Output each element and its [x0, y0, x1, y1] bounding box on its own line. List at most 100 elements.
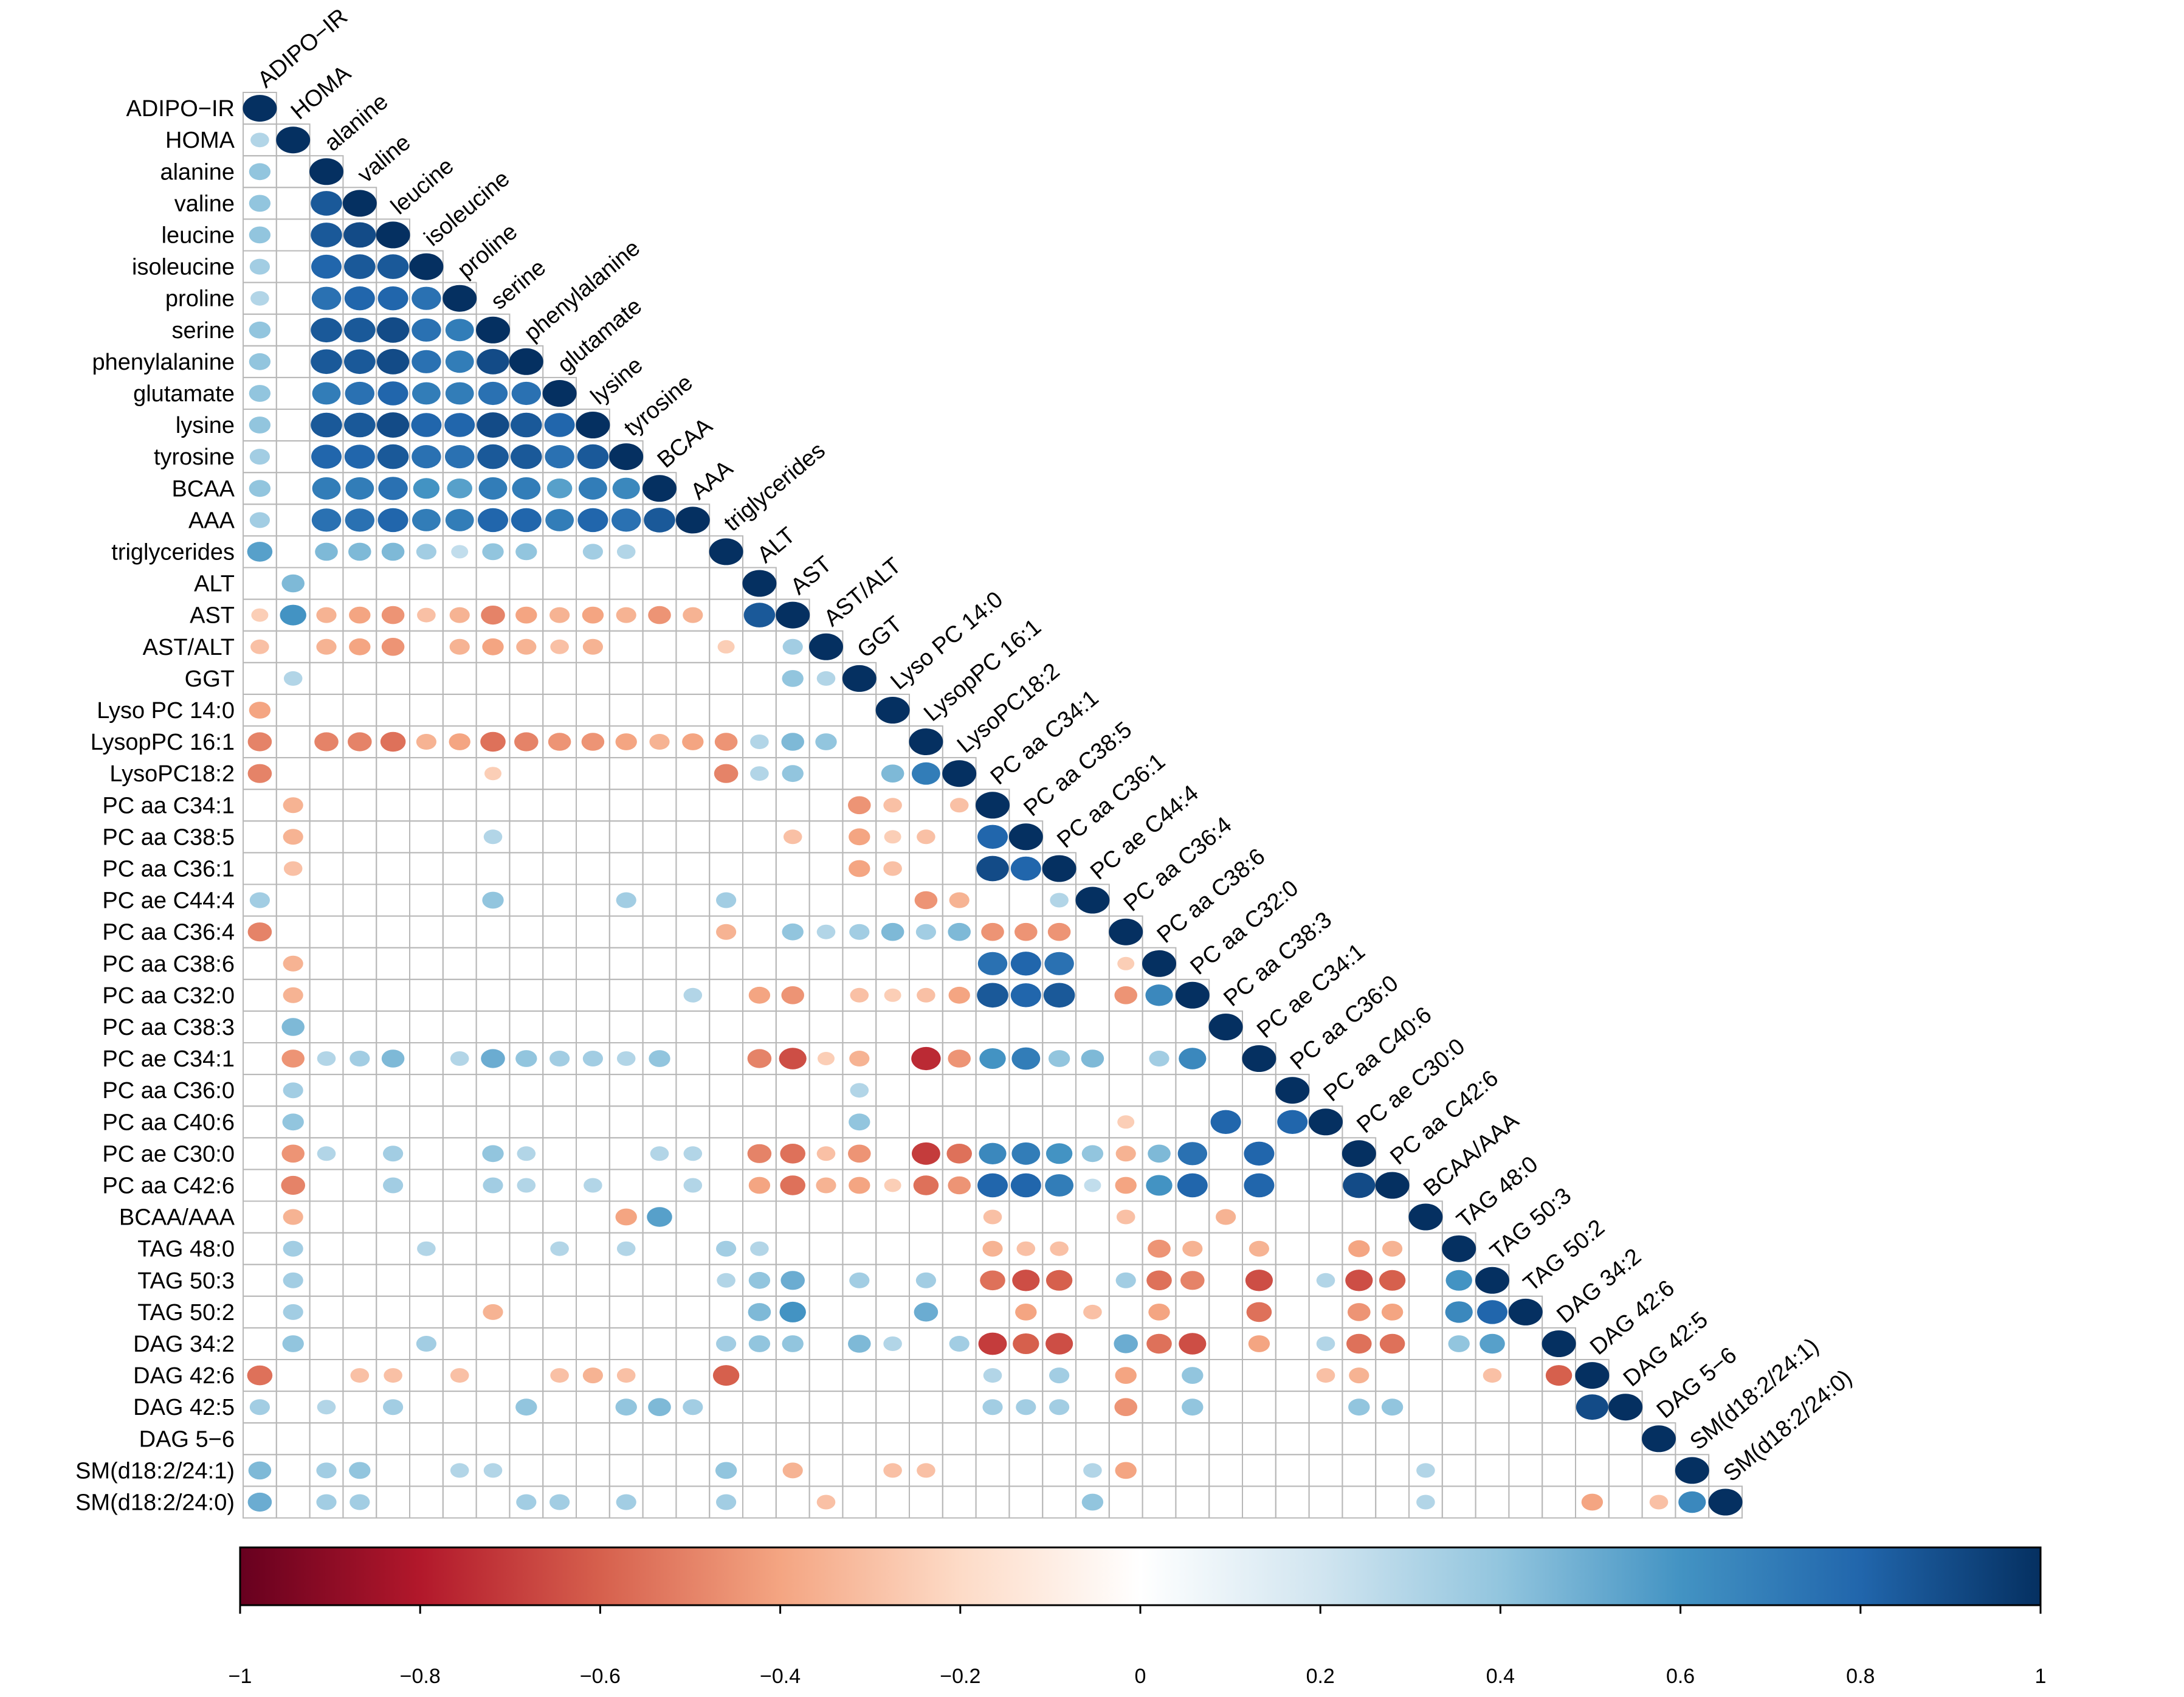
grid-cell: [709, 852, 743, 885]
corr-circle-pc-aa-c32-0-x-lyso-pc-14-0: [884, 988, 901, 1002]
grid-cell: [1075, 1422, 1110, 1456]
grid-cell: [742, 1485, 777, 1519]
corr-circle-pc-aa-c38-5-x-pc-aa-c38-5: [1008, 823, 1043, 851]
grid-cell: [342, 1391, 377, 1424]
corr-circle-pc-ae-c30-0-x-pc-aa-c36-1: [1045, 1143, 1073, 1164]
grid-cell: [909, 1422, 943, 1456]
grid-cell: [1075, 1263, 1110, 1297]
row-label-serine: serine: [172, 318, 235, 344]
grid-cell: [509, 1454, 544, 1487]
grid-cell: [275, 155, 311, 188]
corr-circle-tag-50-3-x-pc-ae-c30-0: [1345, 1270, 1373, 1291]
grid-cell: [808, 1232, 844, 1265]
corr-circle-pc-ae-c34-1-x-lysopc18-2: [948, 1049, 971, 1068]
corr-circle-bcaa-x-lysine: [579, 477, 607, 500]
grid-cell: [409, 1074, 444, 1107]
grid-cell: [376, 1454, 411, 1487]
grid-cell: [275, 440, 311, 474]
grid-cell: [342, 1105, 377, 1139]
corr-circle-serine-x-proline: [445, 319, 474, 342]
grid-cell: [742, 630, 777, 663]
corr-circle-pc-ae-c44-4-x-serine: [482, 891, 504, 909]
grid-cell: [1308, 1485, 1343, 1519]
grid-cell: [309, 757, 344, 790]
grid-cell: [309, 1074, 344, 1107]
grid-cell: [442, 947, 477, 980]
corr-circle-tag-50-3-x-pc-ae-c34-1: [1245, 1270, 1273, 1291]
grid-cell: [608, 1327, 644, 1360]
corr-circle-isoleucine-x-adipo-ir: [249, 258, 270, 275]
grid-cell: [1342, 1454, 1377, 1487]
corr-circle-dag-42-5-x-aaa: [683, 1399, 703, 1415]
grid-cell: [1575, 1422, 1610, 1456]
corr-circle-pc-ae-c34-1-x-bcaa: [649, 1050, 670, 1067]
corr-circle-pc-aa-c36-1-x-homa: [283, 861, 303, 876]
grid-cell: [642, 1327, 677, 1360]
grid-cell: [275, 693, 311, 727]
grid-cell: [742, 1074, 777, 1107]
grid-cell: [342, 693, 377, 727]
corr-circle-tag-50-2-x-serine: [483, 1304, 503, 1320]
corr-circle-pc-aa-c38-3-x-homa: [281, 1018, 305, 1036]
grid-cell: [243, 1105, 277, 1139]
corr-circle-aaa-x-phenylalanine: [511, 508, 542, 533]
grid-cell: [243, 1295, 277, 1329]
corr-circle-dag-42-5-x-leucine: [383, 1399, 404, 1415]
row-label-pc-aa-c36-1: PC aa C36:1: [102, 857, 235, 882]
grid-cell: [576, 1200, 610, 1234]
grid-cell: [509, 1263, 544, 1297]
corr-circle-tag-50-2-x-tag-50-3: [1477, 1300, 1507, 1324]
grid-cell: [1242, 1422, 1276, 1456]
grid-cell: [1508, 1359, 1543, 1392]
row-label-pc-aa-c34-1: PC aa C34:1: [102, 793, 235, 818]
grid-cell: [442, 1327, 477, 1360]
corr-circle-dag-42-5-x-pc-aa-c42-6: [1381, 1398, 1404, 1416]
grid-cell: [376, 662, 411, 695]
corr-circle-pc-aa-c38-5-x-serine: [483, 829, 503, 845]
corr-circle-lysopc18-2-x-alt: [750, 766, 769, 781]
corr-circle-phenylalanine-x-isoleucine: [412, 350, 441, 373]
grid-cell: [275, 1454, 311, 1487]
row-label-sm-d18-2-24-0: SM(d18:2/24:0): [75, 1490, 235, 1516]
grid-cell: [808, 947, 844, 980]
corr-circle-pc-aa-c38-6-x-pc-aa-c38-6: [1142, 950, 1176, 977]
grid-cell: [342, 1422, 377, 1456]
grid-cell: [1008, 1105, 1044, 1139]
grid-cell: [542, 978, 577, 1012]
corr-circle-phenylalanine-x-valine: [344, 349, 376, 375]
corr-circle-tyrosine-x-proline: [445, 445, 475, 469]
grid-cell: [275, 376, 311, 410]
grid-cell: [409, 915, 444, 949]
corr-circle-pc-ae-c34-1-x-ggt: [849, 1051, 870, 1066]
corr-circle-sm-d18-2-24-0-x-bcaa-aaa: [1416, 1495, 1435, 1510]
grid-cell: [475, 789, 511, 822]
grid-cell: [642, 1485, 677, 1519]
corr-circle-lysine-x-lysine: [576, 412, 610, 438]
corr-circle-pc-ae-c30-0-x-pc-ae-c30-0: [1342, 1140, 1376, 1167]
corr-circle-tyrosine-x-isoleucine: [412, 445, 441, 469]
grid-cell: [842, 1295, 877, 1329]
corr-circle-lysoppc-16-1-x-valine: [348, 732, 372, 752]
corr-circle-pc-ae-c34-1-x-valine: [350, 1051, 370, 1066]
corr-circle-glutamate-x-adipo-ir: [249, 385, 271, 402]
corr-circle-sm-d18-2-24-0-x-triglycerides: [716, 1494, 737, 1510]
grid-cell: [1275, 1391, 1310, 1424]
corr-circle-pc-ae-c30-0-x-pc-aa-c32-0: [1177, 1142, 1208, 1166]
corr-circle-valine-x-alanine: [311, 191, 342, 216]
corr-circle-triglycerides-x-tyrosine: [616, 544, 636, 559]
grid-cell: [1342, 1485, 1377, 1519]
corr-circle-ast-alt-x-ast-alt: [809, 633, 843, 660]
corr-circle-glutamate-x-phenylalanine: [511, 381, 541, 406]
corr-circle-serine-x-serine: [476, 316, 510, 344]
corr-circle-pc-ae-c30-0-x-alanine: [317, 1146, 336, 1161]
grid-cell: [742, 1422, 777, 1456]
grid-cell: [442, 757, 477, 790]
grid-cell: [675, 1359, 711, 1392]
grid-cell: [409, 1105, 444, 1139]
grid-cell: [942, 1454, 977, 1487]
grid-cell: [1142, 1200, 1177, 1234]
grid-cell: [342, 915, 377, 949]
corr-circle-pc-ae-c34-1-x-serine: [481, 1049, 505, 1068]
corr-circle-glutamate-x-isoleucine: [412, 382, 441, 405]
grid-cell: [475, 1359, 511, 1392]
